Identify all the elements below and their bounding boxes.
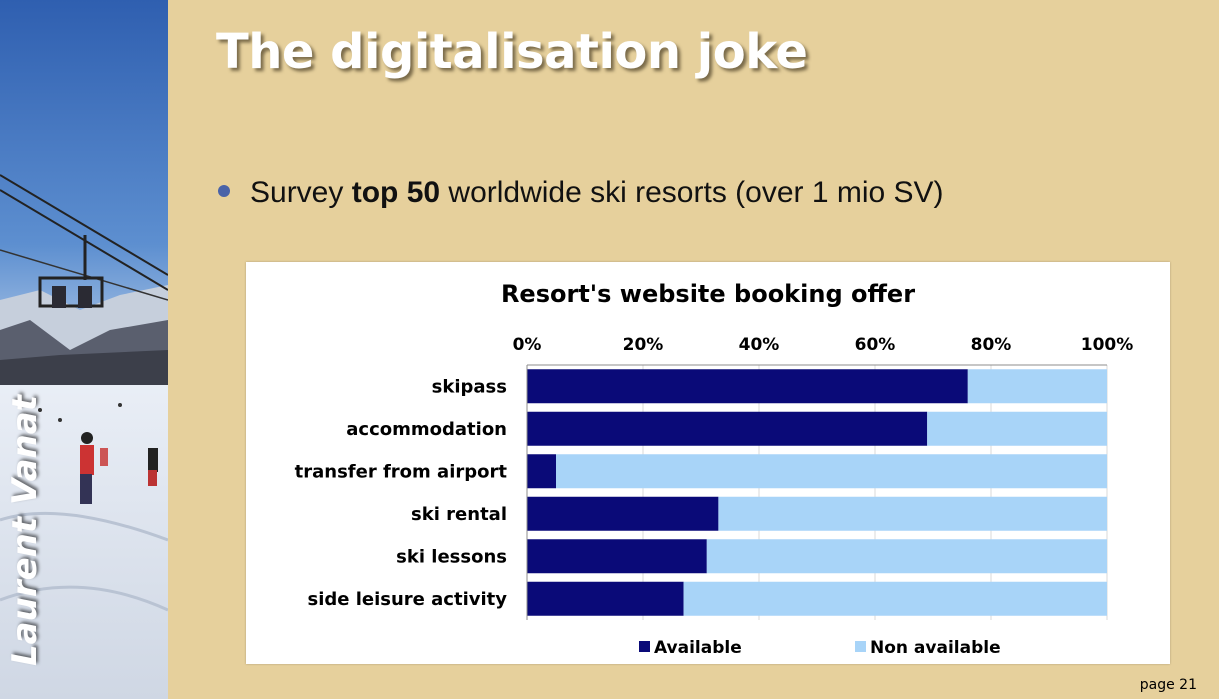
- legend-swatch: [639, 641, 650, 652]
- chart-title: Resort's website booking offer: [500, 280, 916, 308]
- bar-non-available: [927, 411, 1107, 446]
- x-tick-label: 20%: [623, 335, 664, 355]
- bar-available: [527, 539, 707, 574]
- x-tick-label: 100%: [1081, 335, 1134, 355]
- legend-label: Available: [654, 638, 742, 658]
- bullet-text-emphasis: top 50: [351, 176, 441, 209]
- x-tick-label: 80%: [971, 335, 1012, 355]
- bar-non-available: [967, 369, 1107, 404]
- survey-bullet: Survey top 50 worldwide ski resorts (ove…: [218, 176, 944, 210]
- author-name: Laurent Vanat: [5, 395, 45, 666]
- bar-available: [527, 411, 928, 446]
- bar-available: [527, 454, 556, 489]
- ski-resort-illustration: [0, 0, 168, 699]
- bullet-text-prefix: Survey: [250, 176, 352, 209]
- bar-non-available: [683, 581, 1107, 616]
- category-label: transfer from airport: [295, 461, 508, 482]
- legend-swatch: [855, 641, 866, 652]
- bar-non-available: [706, 539, 1107, 574]
- x-tick-label: 40%: [739, 335, 780, 355]
- bar-non-available: [556, 454, 1107, 489]
- slide-title: The digitalisation joke: [216, 24, 808, 80]
- x-tick-label: 0%: [513, 335, 542, 355]
- bullet-text-suffix: worldwide ski resorts (over 1 mio SV): [440, 176, 944, 209]
- page-number: page 21: [1139, 677, 1197, 693]
- legend-label: Non available: [870, 638, 1001, 658]
- chart-panel: Resort's website booking offer 0% 20% 40% 6…: [246, 262, 1170, 664]
- category-label: side leisure activity: [307, 589, 507, 610]
- category-label: skipass: [432, 376, 507, 397]
- bar-non-available: [718, 496, 1107, 531]
- bar-available: [527, 496, 719, 531]
- bar-available: [527, 369, 968, 404]
- category-label: ski rental: [411, 504, 507, 525]
- category-label: accommodation: [346, 419, 507, 440]
- bullet-dot-icon: [218, 185, 230, 198]
- ski-resort-photo: [0, 0, 168, 699]
- bar-available: [527, 581, 684, 616]
- booking-offer-chart: 0% 20% 40% 60% 80% 100% skipass accommodation tr…: [295, 335, 1134, 658]
- category-label: ski lessons: [396, 546, 507, 567]
- x-tick-label: 60%: [855, 335, 896, 355]
